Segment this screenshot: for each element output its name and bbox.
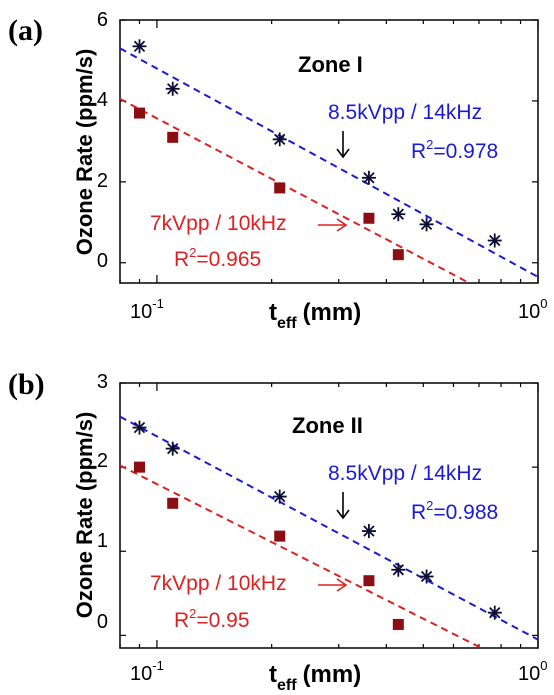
r2-label-red-a: R2=0.965 bbox=[174, 245, 261, 271]
zone-label-a: Zone I bbox=[298, 52, 363, 77]
y-tick-label: 0 bbox=[97, 250, 108, 272]
x-tick-label: 100 bbox=[518, 296, 547, 323]
arrow-right-icon bbox=[318, 578, 348, 592]
data-point-square bbox=[274, 530, 286, 542]
y-tick-label: 2 bbox=[97, 170, 108, 192]
series-label-blue-b: 8.5kVpp / 14kHz bbox=[328, 462, 482, 485]
fit-line bbox=[119, 415, 539, 641]
data-point-square bbox=[363, 575, 375, 587]
y-tick-label: 4 bbox=[97, 89, 108, 111]
plot-marks-b bbox=[119, 382, 539, 649]
data-point-star bbox=[391, 562, 406, 577]
plot-frame-b bbox=[119, 382, 539, 649]
data-point-star bbox=[165, 81, 180, 96]
fit-line bbox=[119, 98, 470, 284]
arrow-down-icon bbox=[336, 131, 350, 159]
plot-frame-a bbox=[119, 19, 539, 284]
data-point-square bbox=[363, 212, 375, 224]
fit-line bbox=[119, 464, 482, 649]
x-tick-label: 100 bbox=[518, 658, 547, 685]
x-axis-label-a: teff (mm) bbox=[269, 299, 361, 332]
data-point-star bbox=[165, 441, 180, 456]
data-point-star bbox=[419, 217, 434, 232]
y-tick-label: 1 bbox=[97, 530, 108, 552]
data-point-square bbox=[274, 182, 286, 194]
plot-marks-a bbox=[119, 19, 539, 284]
y-tick-label: 3 bbox=[97, 371, 108, 393]
panel-label-b: (b) bbox=[8, 368, 45, 401]
arrow-right-icon bbox=[318, 218, 348, 232]
data-point-star bbox=[132, 39, 147, 54]
data-point-star bbox=[487, 605, 502, 620]
y-axis-label-b: Ozone Rate (ppm/s) bbox=[72, 412, 97, 619]
data-point-star bbox=[391, 207, 406, 222]
data-point-square bbox=[392, 618, 404, 630]
zone-label-b: Zone II bbox=[292, 413, 363, 438]
fit-line bbox=[119, 47, 539, 278]
arrow-down-icon bbox=[336, 492, 350, 520]
x-tick-label: 10-1 bbox=[130, 658, 164, 685]
r2-label-red-b: R2=0.95 bbox=[174, 606, 250, 632]
x-axis-label-b: teff (mm) bbox=[269, 661, 361, 694]
series-label-red-b: 7kVpp / 10kHz bbox=[150, 572, 287, 595]
data-point-square bbox=[167, 497, 179, 509]
y-tick-label: 0 bbox=[97, 611, 108, 633]
panel-a: (a) Zone I 0 2 4 6 10-1 100 Ozone Rate (… bbox=[8, 9, 547, 332]
panel-label-a: (a) bbox=[8, 14, 43, 47]
data-point-star bbox=[272, 489, 287, 504]
data-point-square bbox=[392, 249, 404, 261]
r2-label-blue-b: R2=0.988 bbox=[411, 498, 498, 524]
data-point-star bbox=[272, 132, 287, 147]
series-label-blue-a: 8.5kVpp / 14kHz bbox=[328, 101, 482, 124]
y-axis-label-a: Ozone Rate (ppm/s) bbox=[72, 49, 97, 256]
data-point-star bbox=[361, 524, 376, 539]
data-point-star bbox=[132, 420, 147, 435]
data-point-star bbox=[361, 170, 376, 185]
panel-b: (b) Zone II 0 1 2 3 10-1 100 Ozone Rate … bbox=[8, 368, 547, 694]
y-tick-label: 6 bbox=[97, 9, 108, 31]
data-point-star bbox=[487, 233, 502, 248]
y-tick-label: 2 bbox=[97, 450, 108, 472]
data-point-square bbox=[133, 107, 145, 119]
data-point-square bbox=[167, 131, 179, 143]
r2-label-blue-a: R2=0.978 bbox=[411, 137, 498, 163]
series-label-red-a: 7kVpp / 10kHz bbox=[150, 212, 287, 235]
data-point-star bbox=[419, 569, 434, 584]
data-point-square bbox=[133, 461, 145, 473]
x-tick-label: 10-1 bbox=[130, 296, 164, 323]
